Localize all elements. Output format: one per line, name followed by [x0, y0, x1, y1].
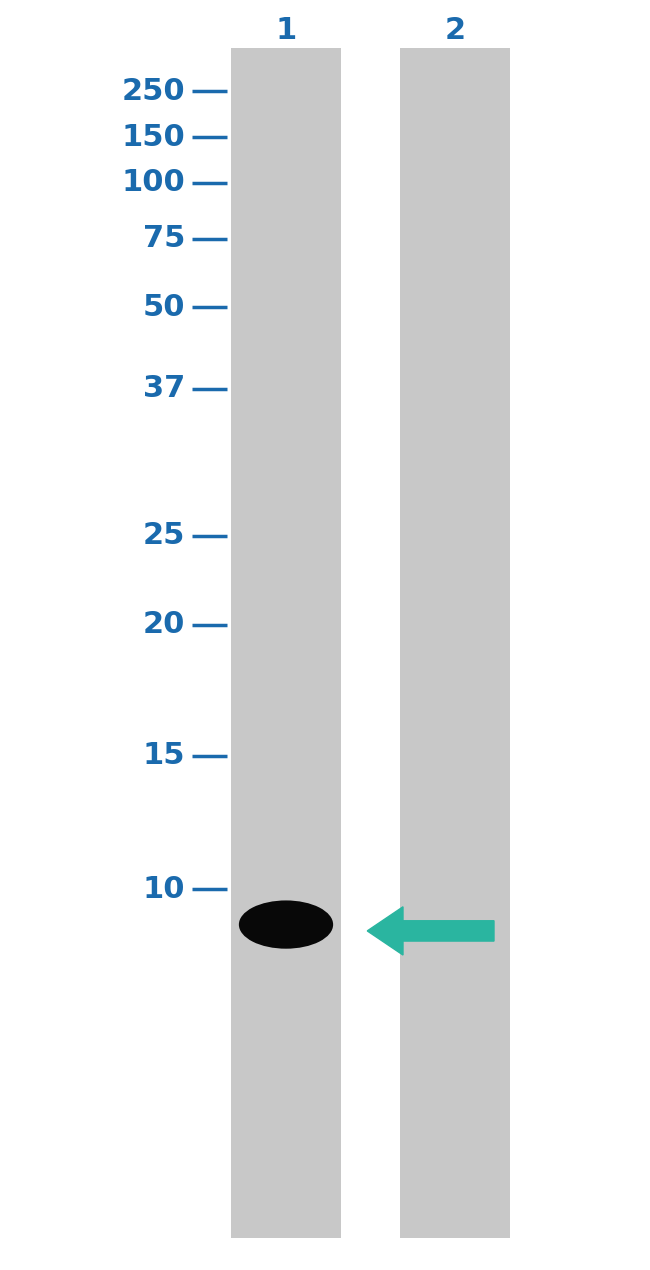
Text: 75: 75: [143, 225, 185, 253]
Text: 100: 100: [122, 169, 185, 197]
Text: 150: 150: [122, 123, 185, 151]
Text: 10: 10: [143, 875, 185, 903]
Bar: [231, 48, 341, 1238]
FancyArrow shape: [367, 907, 494, 955]
Text: 50: 50: [143, 293, 185, 321]
Text: 2: 2: [445, 17, 465, 44]
Ellipse shape: [239, 900, 333, 949]
Text: 1: 1: [276, 17, 296, 44]
Bar: [400, 48, 510, 1238]
Text: 15: 15: [143, 742, 185, 770]
Text: 20: 20: [143, 611, 185, 639]
Text: 25: 25: [143, 522, 185, 550]
Text: 250: 250: [122, 77, 185, 105]
Text: 37: 37: [143, 375, 185, 403]
